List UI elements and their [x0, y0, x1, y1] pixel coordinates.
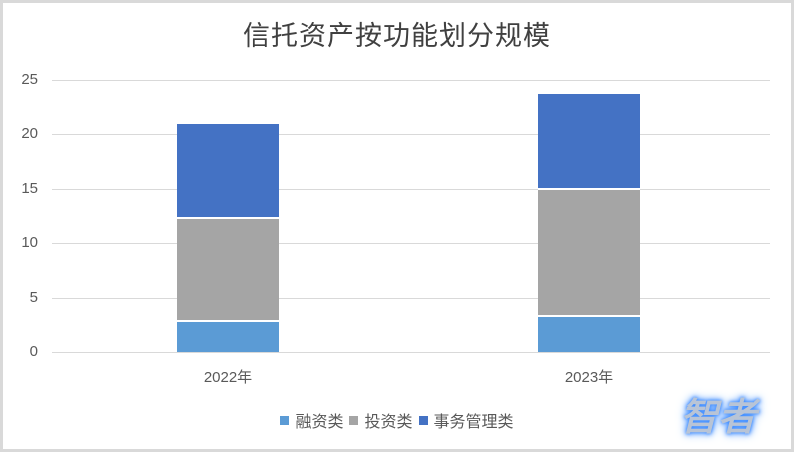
legend-swatch-icon: [349, 415, 359, 425]
x-tick-label: 2023年: [564, 369, 614, 386]
legend-label: 融资类: [295, 412, 344, 431]
bar-segment[interactable]: [538, 91, 640, 188]
x-axis-line: [52, 352, 770, 353]
y-tick-label: 15: [21, 180, 38, 197]
bar-segment[interactable]: [538, 315, 640, 352]
gridline: [52, 243, 770, 244]
legend-label: 事务管理类: [433, 412, 514, 431]
y-tick-label: 0: [29, 343, 38, 360]
bar-segment[interactable]: [177, 217, 279, 321]
gridline: [52, 134, 770, 135]
bar-segment[interactable]: [177, 320, 279, 352]
y-tick-label: 20: [21, 125, 38, 142]
legend-item[interactable]: 投资类: [349, 408, 413, 432]
x-tick-label: 2022年: [203, 369, 253, 386]
chart-frame: [3, 3, 791, 449]
gridline: [52, 189, 770, 190]
legend-swatch-icon: [418, 415, 428, 425]
y-tick-label: 25: [21, 71, 38, 88]
legend-label: 投资类: [364, 412, 413, 431]
legend: 融资类 投资类 事务管理类: [0, 408, 794, 432]
legend-swatch-icon: [280, 415, 290, 425]
gridline: [52, 80, 770, 81]
y-tick-label: 5: [29, 289, 38, 306]
chart-title: 信托资产按功能划分规模: [243, 21, 551, 52]
gridline: [52, 298, 770, 299]
y-tick-label: 10: [21, 234, 38, 251]
bar-segment[interactable]: [538, 187, 640, 315]
legend-item[interactable]: 融资类: [280, 408, 343, 432]
bar-segment[interactable]: [177, 122, 279, 218]
legend-item[interactable]: 事务管理类: [418, 408, 514, 432]
watermark-logo: 智者: [680, 394, 757, 439]
